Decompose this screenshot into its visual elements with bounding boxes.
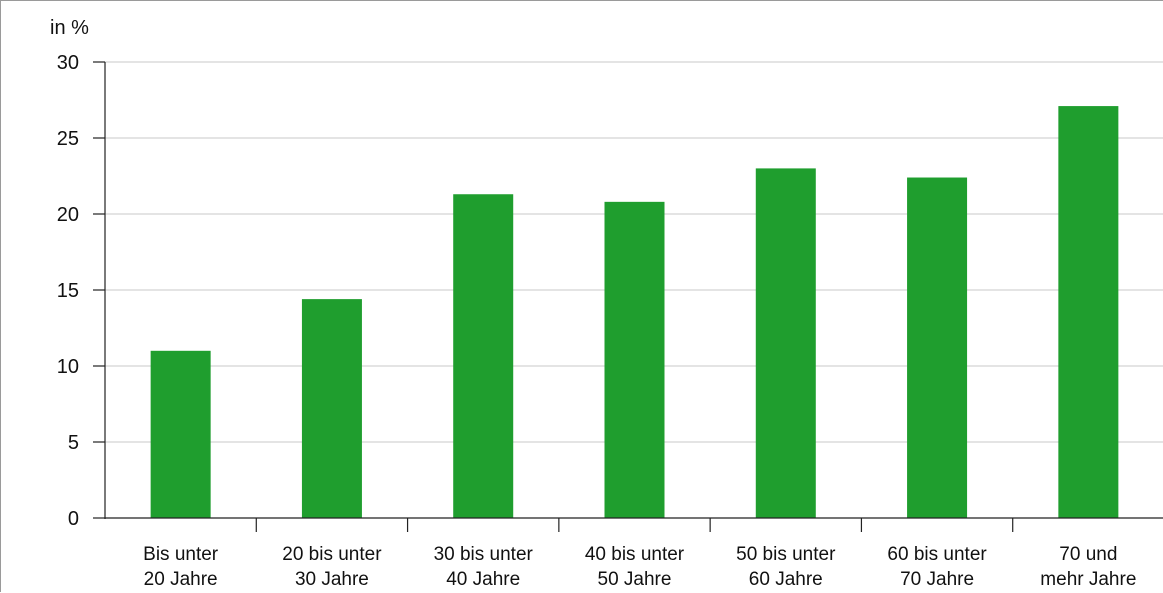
axis-labels: 0 5 10 15 20 25 30 Bis unter 20 Jahre 20 bis unte…	[57, 52, 1137, 590]
bar-3	[453, 194, 514, 519]
x-category-label-7-line-1: 70 und	[1059, 544, 1117, 565]
y-tick-label-20: 20	[57, 204, 79, 226]
y-tick-label-5: 5	[68, 432, 79, 454]
x-category-label-3-line-2: 40 Jahre	[446, 569, 520, 590]
bar-1	[150, 350, 211, 518]
x-category-label-1-line-1: Bis unter	[143, 544, 219, 565]
x-category-label-5-line-2: 60 Jahre	[749, 569, 823, 590]
x-category-label-3-line-1: 30 bis unter	[434, 544, 534, 565]
y-tick-label-25: 25	[57, 128, 79, 150]
x-category-label-5-line-1: 50 bis unter	[736, 544, 836, 565]
x-category-label-7-line-2: mehr Jahre	[1040, 569, 1136, 590]
y-axis-unit-label: in %	[50, 17, 89, 39]
bar-7	[1058, 106, 1119, 518]
x-category-label-6-line-2: 70 Jahre	[900, 569, 974, 590]
bars	[150, 106, 1119, 519]
x-category-label-4-line-2: 50 Jahre	[598, 569, 672, 590]
axes	[93, 61, 1163, 532]
y-tick-label-0: 0	[68, 508, 79, 530]
y-tick-label-30: 30	[57, 52, 79, 74]
x-category-label-4-line-1: 40 bis unter	[585, 544, 685, 565]
y-tick-label-10: 10	[57, 356, 79, 378]
bar-2	[301, 299, 362, 518]
x-category-label-6-line-1: 60 bis unter	[887, 544, 987, 565]
bar-5	[755, 168, 816, 518]
y-tick-label-15: 15	[57, 280, 79, 302]
x-category-label-1-line-2: 20 Jahre	[144, 569, 218, 590]
x-category-label-2-line-2: 30 Jahre	[295, 569, 369, 590]
bar-6	[907, 177, 968, 518]
bar-4	[604, 201, 665, 518]
x-category-label-2-line-1: 20 bis unter	[282, 544, 382, 565]
